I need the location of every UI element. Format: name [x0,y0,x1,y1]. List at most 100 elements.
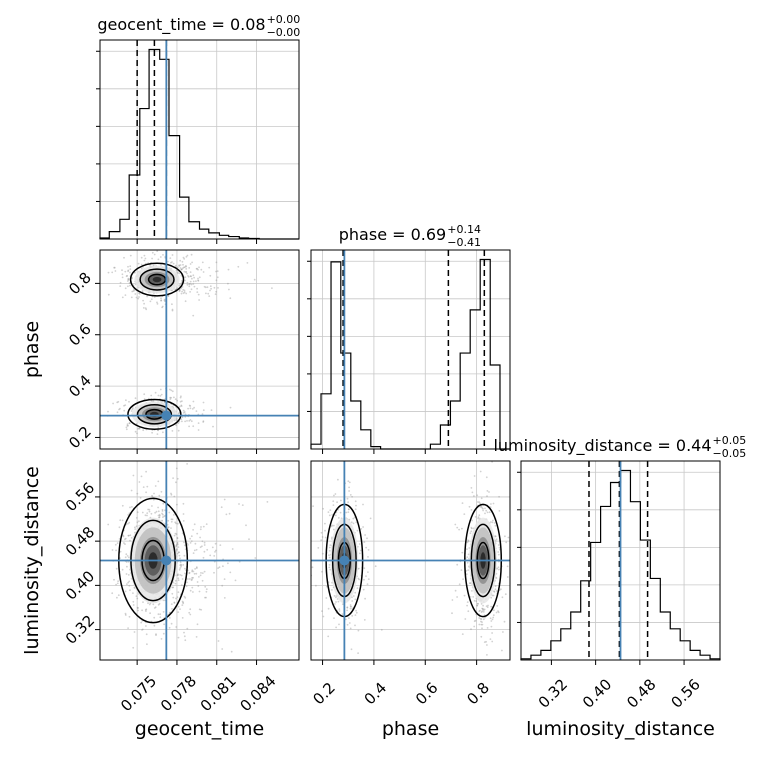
sample-point [214,551,216,553]
sample-point [193,406,196,409]
sample-point [183,631,185,634]
sample-point [169,611,171,614]
sample-point [461,633,464,635]
sample-point [229,406,232,409]
sample-point [344,618,347,621]
sample-point [171,586,174,589]
sample-point [497,553,500,556]
sample-point [161,305,164,308]
sample-point [467,553,470,556]
sample-point [506,565,509,568]
sample-point [335,626,337,629]
sample-point [486,495,488,497]
sample-point [171,430,174,432]
sample-point [121,568,124,571]
sample-point [205,596,207,599]
sample-point [466,561,469,564]
sample-point [175,481,177,484]
sample-point [486,511,489,514]
sample-point [335,596,337,599]
sample-point [469,582,472,584]
sample-point [347,480,350,483]
sample-point [171,303,173,306]
sample-point [160,297,162,300]
sample-point [470,509,473,511]
histogram-panel-phase: phase = 0.69 +0.14−0.41 [307,223,511,450]
sample-point [125,553,128,556]
sample-point [328,556,331,559]
panel-title-upper-error: +0.05 [713,434,747,447]
sample-point [328,566,331,569]
panel-title-phase: phase = 0.69 [339,225,446,244]
sample-point [107,410,109,413]
sample-point [186,283,189,286]
sample-point [180,574,183,577]
sample-point [482,604,484,607]
sample-point [118,408,120,411]
sample-point [181,604,184,606]
sample-point [177,591,180,594]
sample-point [489,638,492,640]
sample-point [206,286,209,289]
sample-point [200,526,202,528]
sample-point [185,265,187,267]
sample-point [163,299,166,302]
sample-point [467,569,470,571]
sample-point [189,271,192,273]
sample-point [334,514,337,517]
sample-point [182,263,184,266]
sample-point [122,534,125,537]
sample-point [167,661,169,663]
sample-point [115,567,118,570]
sample-point [348,490,350,492]
sample-point [456,526,459,529]
hist-bin-luminosity_distance [591,542,601,660]
sample-point [167,519,170,522]
sample-point [135,595,138,598]
sample-point [124,590,127,593]
sample-point [229,571,232,574]
sample-point [171,592,174,595]
sample-point [227,282,229,285]
sample-point [177,573,179,576]
sample-point [349,604,352,606]
sample-point [177,577,180,580]
x-tick-label-geocent_time: 0.084 [237,672,280,715]
sample-point [162,254,164,256]
sample-point [339,511,342,514]
sample-point [145,608,148,611]
sample-point [213,571,215,574]
hist-bin-luminosity_distance [660,612,670,660]
sample-point [158,494,161,497]
sample-point [346,606,349,609]
sample-point [174,398,177,401]
sample-point [175,269,178,272]
panel-frame [99,460,300,661]
sample-point [200,268,203,271]
sample-point [158,516,160,519]
sample-point [477,603,479,605]
sample-point [142,299,145,302]
sample-point [173,602,176,604]
sample-point [149,612,152,615]
sample-point [169,396,172,399]
sample-point [192,314,195,317]
sample-point [505,541,508,544]
sample-point [461,551,464,554]
sample-point [502,631,504,633]
sample-point [215,290,218,293]
sample-point [128,521,131,524]
sample-point [190,540,193,542]
sample-point [214,542,217,545]
sample-point [193,523,196,526]
sample-point [349,605,352,608]
sample-point [354,624,356,627]
sample-point [470,487,473,489]
sample-point [124,537,127,540]
sample-point [169,398,172,400]
hist-bin-luminosity_distance [601,506,611,660]
sample-point [186,627,189,630]
sample-point [348,617,350,619]
sample-point [177,636,180,639]
sample-point [497,551,500,553]
